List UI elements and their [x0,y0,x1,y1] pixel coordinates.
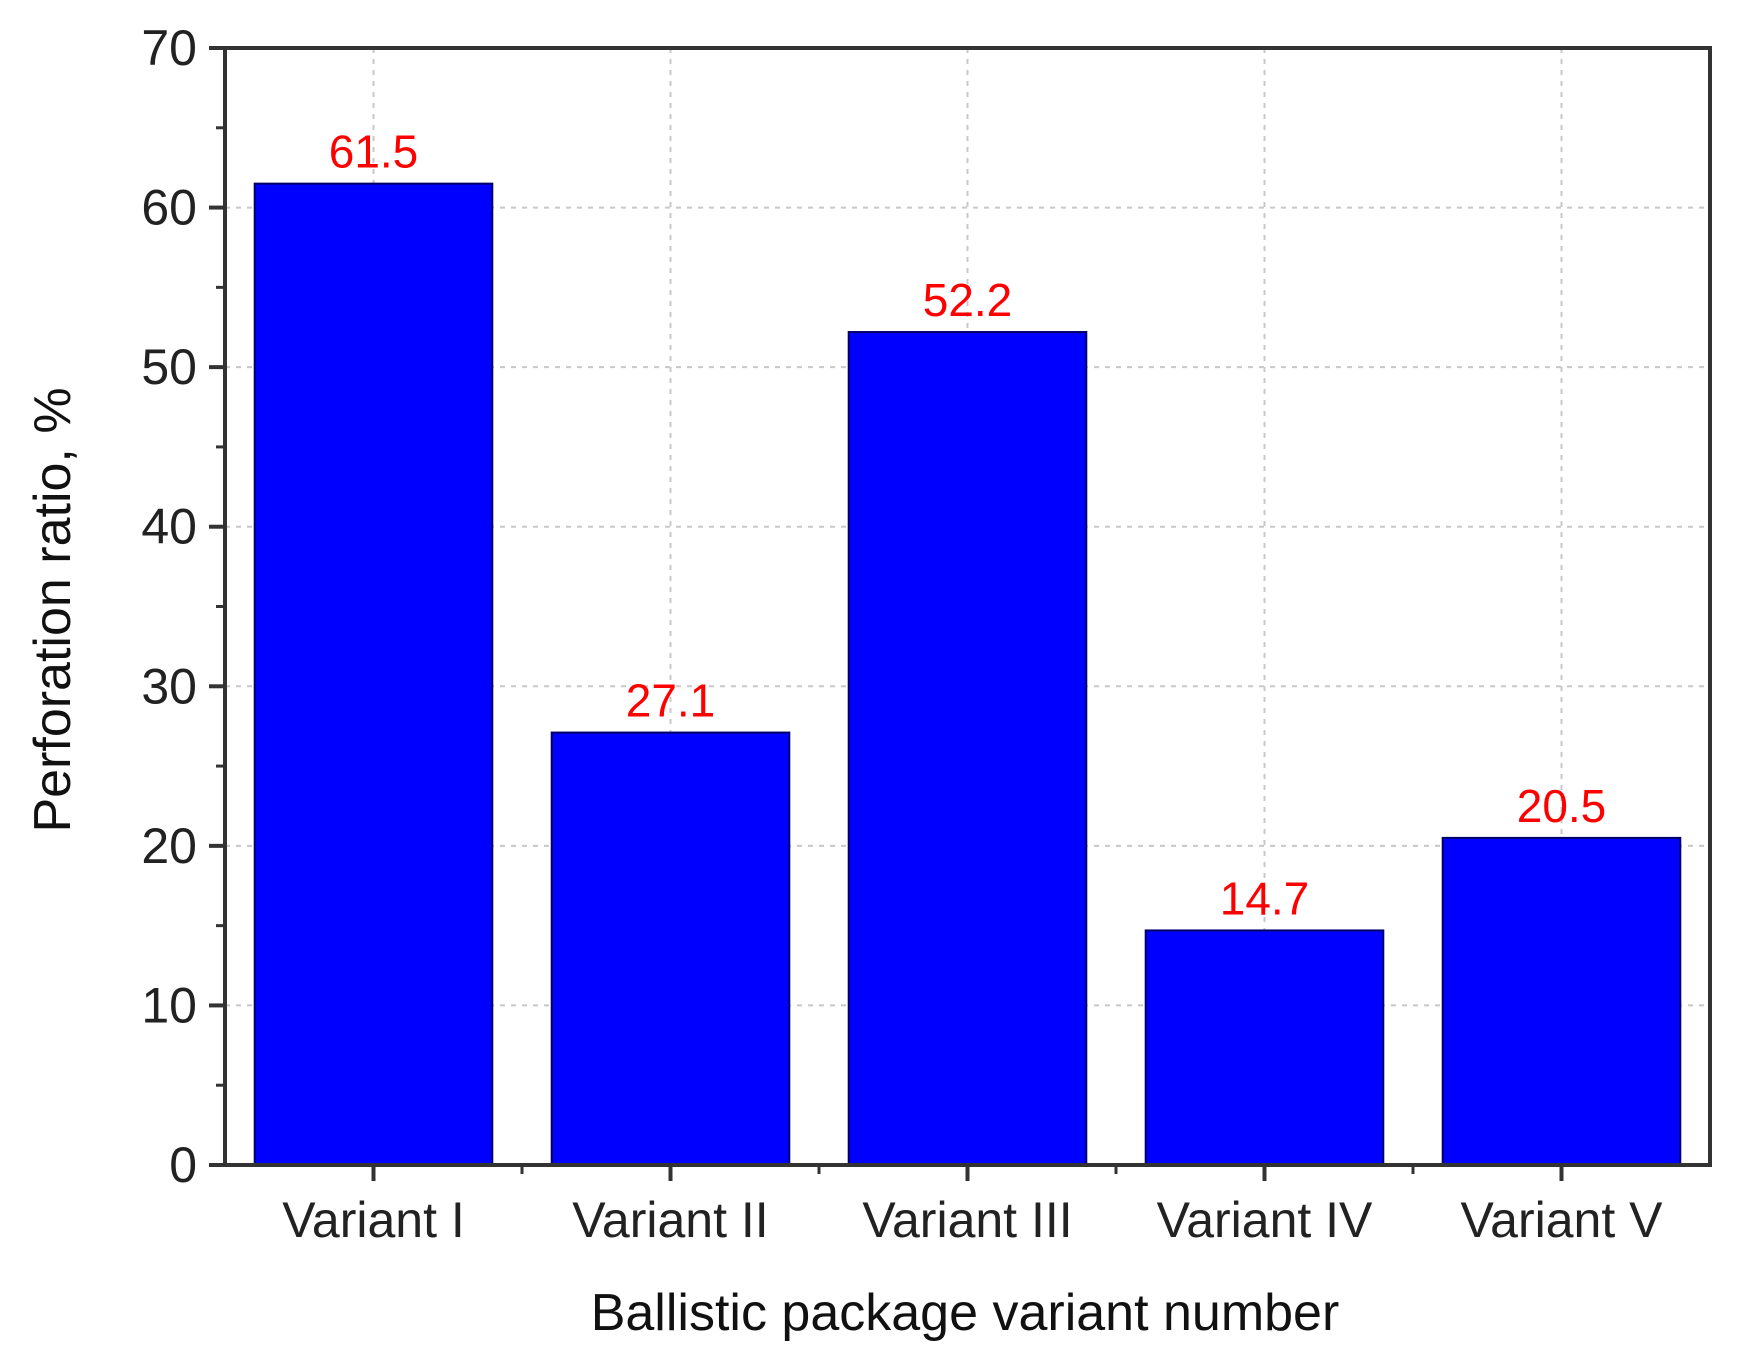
x-tick-label: Variant IV [1157,1192,1373,1248]
y-axis-title: Perforation ratio, % [24,387,82,832]
bar [253,182,494,1166]
bar [550,731,791,1166]
bar-value-label: 14.7 [1220,872,1310,924]
y-tick-label: 50 [141,339,197,395]
x-tick-label: Variant V [1461,1192,1664,1248]
bar-value-label: 20.5 [1517,780,1607,832]
bar [1441,836,1682,1167]
y-tick-label: 10 [141,977,197,1033]
x-axis-title: Ballistic package variant number [591,1284,1340,1342]
x-tick-label: Variant II [572,1192,768,1248]
y-tick-label: 60 [141,180,197,236]
labels: 0 10 20 30 40 50 60 70 Variant I Variant II Varian… [141,20,1663,1248]
bar-value-label: 52.2 [923,274,1013,326]
bar [847,331,1088,1166]
bar-value-label: 27.1 [626,675,716,727]
bar [1144,929,1385,1166]
x-tick-label: Variant III [862,1192,1072,1248]
bars [253,182,1682,1167]
y-tick-label: 70 [141,20,197,76]
y-tick-label: 20 [141,818,197,874]
y-tick-label: 30 [141,658,197,714]
y-tick-label: 40 [141,499,197,555]
x-tick-label: Variant I [282,1192,465,1248]
y-tick-label: 0 [169,1137,197,1193]
bar-value-label: 61.5 [329,126,419,178]
axes [209,46,1712,1181]
